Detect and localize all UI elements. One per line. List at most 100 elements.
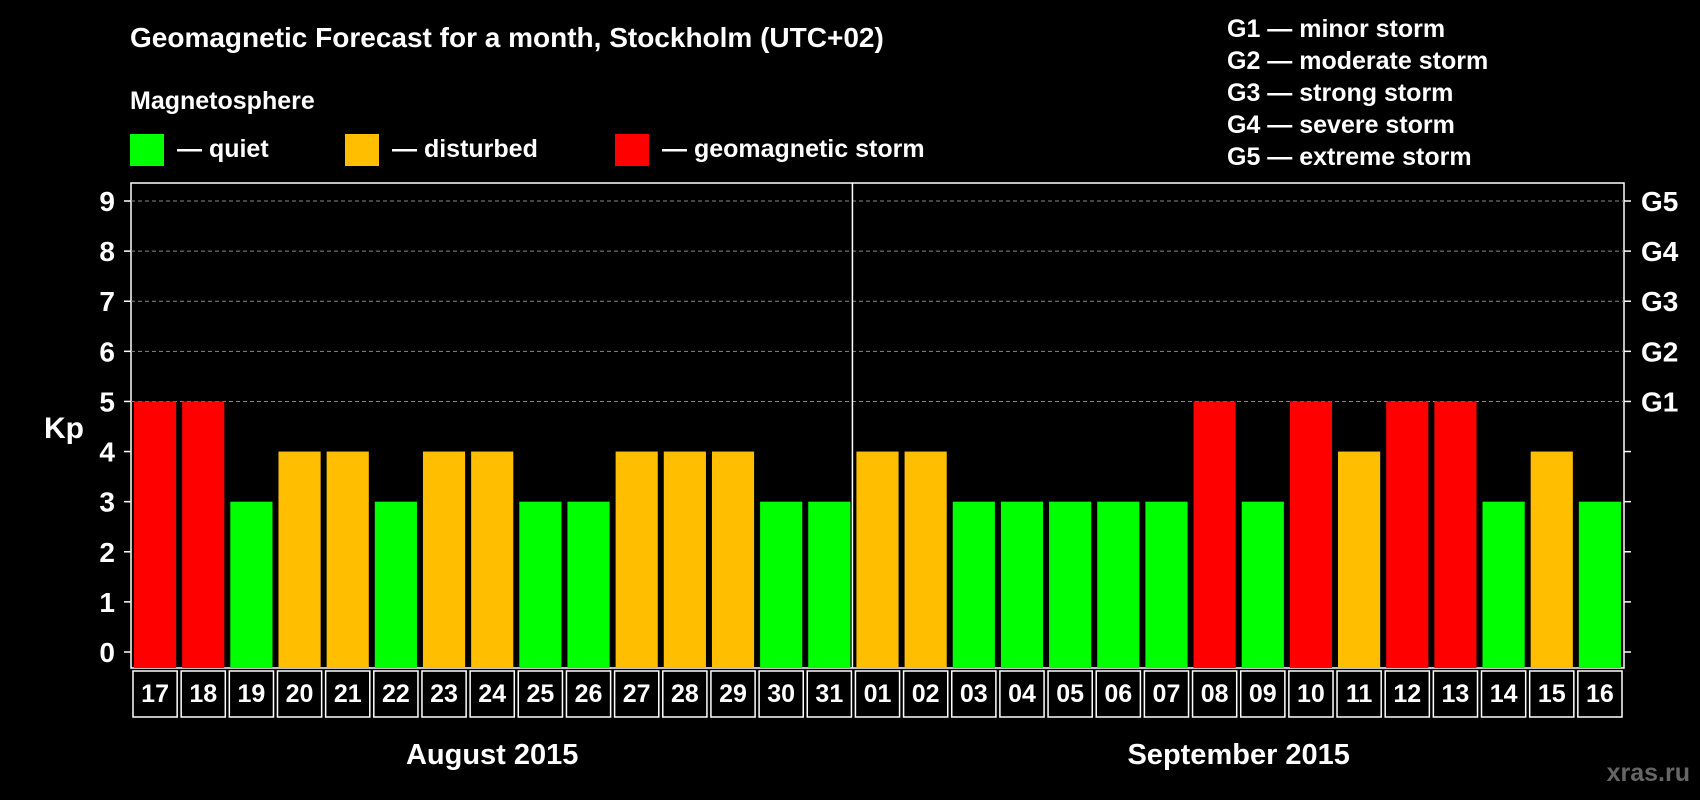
day-label: 18 xyxy=(189,680,217,708)
storm-scale-g2: G2 — moderate storm xyxy=(1227,47,1488,75)
day-label: 30 xyxy=(767,680,795,708)
bar xyxy=(1049,501,1092,668)
y-axis-label: Kp xyxy=(44,412,84,445)
day-label: 05 xyxy=(1056,680,1084,708)
g-level-label: G4 xyxy=(1641,236,1679,267)
month-label-september: September 2015 xyxy=(1127,739,1349,771)
g-level-label: G5 xyxy=(1641,186,1678,217)
day-label: 24 xyxy=(478,680,506,708)
day-cell xyxy=(1047,670,1093,718)
grid-lines xyxy=(131,200,1624,402)
g-level-label: G3 xyxy=(1641,286,1678,317)
day-cell xyxy=(758,670,805,718)
storm-scale-g3: G3 — strong storm xyxy=(1227,79,1453,107)
legend-swatch-quiet xyxy=(130,134,164,166)
day-cell xyxy=(1095,670,1142,718)
bar xyxy=(1578,501,1621,668)
day-label: 20 xyxy=(286,680,314,708)
day-cell xyxy=(132,670,178,718)
day-label: 25 xyxy=(526,680,554,708)
legend-label-storm: — geomagnetic storm xyxy=(662,135,925,163)
axes: 0 1 2 3 4 5 6 7 8 9 G1 G2 G3 G4 G5 xyxy=(99,186,1678,668)
bar xyxy=(663,451,706,668)
day-cell xyxy=(469,670,516,718)
bar xyxy=(1097,501,1140,668)
day-label: 10 xyxy=(1297,680,1325,708)
legend-title: Magnetosphere xyxy=(130,87,315,115)
bar xyxy=(1241,501,1284,668)
y-tick-label: 3 xyxy=(99,487,115,518)
bars xyxy=(134,401,1621,668)
day-label: 09 xyxy=(1249,680,1277,708)
day-label: 28 xyxy=(671,680,699,708)
bar xyxy=(711,451,755,668)
y-tick-label: 9 xyxy=(99,186,115,217)
day-label: 14 xyxy=(1490,680,1518,708)
bar xyxy=(230,501,273,668)
bar xyxy=(278,451,321,668)
day-label: 06 xyxy=(1104,680,1132,708)
bar xyxy=(1338,451,1381,668)
storm-scale-g5: G5 — extreme storm xyxy=(1227,143,1472,171)
y-tick-label: 6 xyxy=(99,336,115,367)
bar xyxy=(856,451,899,668)
bar xyxy=(1482,501,1525,668)
day-cell xyxy=(1577,670,1623,718)
day-cell xyxy=(902,670,949,718)
y-tick-label: 5 xyxy=(99,386,115,417)
chart-title: Geomagnetic Forecast for a month, Stockh… xyxy=(130,22,884,53)
day-label: 26 xyxy=(575,680,603,708)
day-label: 12 xyxy=(1393,680,1421,708)
day-cell xyxy=(1384,670,1431,718)
bar xyxy=(760,501,803,668)
day-cell xyxy=(1191,670,1238,718)
day-cell xyxy=(1528,670,1575,718)
day-cell xyxy=(373,670,419,718)
bar xyxy=(134,401,177,668)
bar xyxy=(952,501,995,668)
bar xyxy=(1289,401,1333,668)
legend-swatch-storm xyxy=(615,134,649,166)
bar xyxy=(374,501,417,668)
day-label: 11 xyxy=(1346,680,1373,708)
day-cell xyxy=(950,670,997,718)
day-label: 23 xyxy=(430,680,458,708)
y-tick-label: 0 xyxy=(99,637,115,668)
day-label: 22 xyxy=(382,680,410,708)
day-cell xyxy=(1432,670,1479,718)
bar xyxy=(1434,401,1477,668)
day-label: 03 xyxy=(960,680,988,708)
day-cell xyxy=(421,670,467,718)
day-cell xyxy=(565,670,612,718)
legend-swatch-disturbed xyxy=(345,134,379,166)
day-label: 15 xyxy=(1538,680,1566,708)
bar xyxy=(1193,401,1236,668)
day-cell xyxy=(1239,670,1286,718)
day-label: 31 xyxy=(815,680,843,708)
bar xyxy=(1000,501,1044,668)
bar xyxy=(182,401,225,668)
day-cell xyxy=(276,670,323,718)
y-tick-label: 2 xyxy=(99,537,115,568)
y-tick-label: 8 xyxy=(99,236,115,267)
bar xyxy=(567,501,610,668)
day-cell xyxy=(517,670,564,718)
day-label: 27 xyxy=(623,680,651,708)
day-label: 02 xyxy=(912,680,940,708)
day-label: 04 xyxy=(1008,680,1036,708)
day-cell xyxy=(1143,670,1190,718)
day-cell xyxy=(710,670,756,718)
day-label: 17 xyxy=(141,680,169,708)
day-cell xyxy=(1336,670,1382,718)
bar xyxy=(1145,501,1188,668)
bar xyxy=(326,451,369,668)
day-cell xyxy=(999,670,1045,718)
bar xyxy=(471,451,514,668)
day-label: 13 xyxy=(1442,680,1470,708)
y-tick-label: 1 xyxy=(99,587,115,618)
bar xyxy=(1386,401,1429,668)
bar xyxy=(422,451,466,668)
day-cell xyxy=(228,670,275,718)
g-level-label: G1 xyxy=(1641,386,1678,417)
